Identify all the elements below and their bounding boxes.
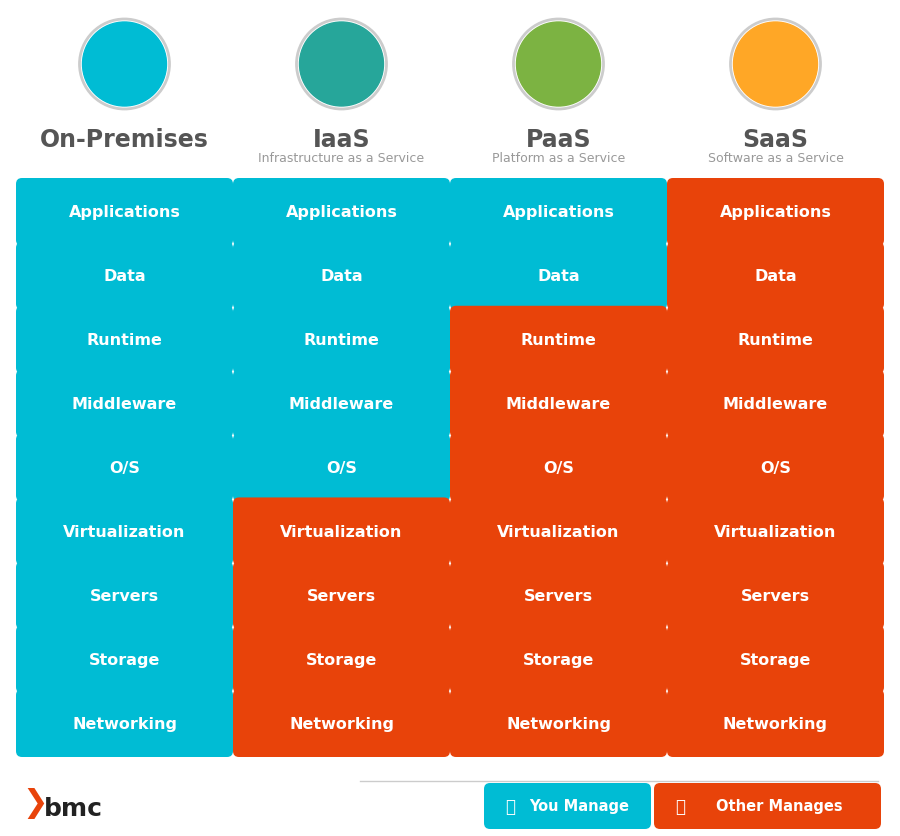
Text: On-Premises: On-Premises (40, 128, 209, 152)
FancyBboxPatch shape (16, 690, 233, 757)
Text: Virtualization: Virtualization (63, 524, 185, 539)
FancyBboxPatch shape (16, 434, 233, 502)
Text: Applications: Applications (68, 205, 180, 220)
FancyBboxPatch shape (667, 690, 884, 757)
Text: Applications: Applications (720, 205, 832, 220)
Text: Virtualization: Virtualization (498, 524, 620, 539)
Text: Storage: Storage (740, 652, 811, 667)
FancyBboxPatch shape (450, 625, 667, 693)
Text: Middleware: Middleware (72, 396, 177, 411)
Text: You Manage: You Manage (529, 798, 629, 813)
FancyBboxPatch shape (667, 434, 884, 502)
FancyBboxPatch shape (16, 498, 233, 566)
FancyBboxPatch shape (233, 242, 450, 310)
Text: IaaS: IaaS (312, 128, 370, 152)
Text: 👍: 👍 (505, 797, 515, 815)
Text: Servers: Servers (741, 588, 810, 603)
Text: Data: Data (537, 269, 580, 284)
FancyBboxPatch shape (233, 625, 450, 693)
Text: SaaS: SaaS (742, 128, 808, 152)
Text: O/S: O/S (109, 461, 140, 476)
Text: Servers: Servers (90, 588, 159, 603)
Circle shape (517, 23, 600, 107)
Circle shape (300, 23, 383, 107)
FancyBboxPatch shape (16, 307, 233, 375)
Text: Middleware: Middleware (289, 396, 394, 411)
Text: Data: Data (754, 269, 796, 284)
Text: Virtualization: Virtualization (715, 524, 837, 539)
FancyBboxPatch shape (450, 434, 667, 502)
Text: Networking: Networking (72, 716, 177, 731)
FancyBboxPatch shape (450, 562, 667, 630)
FancyBboxPatch shape (16, 179, 233, 247)
Circle shape (734, 23, 817, 107)
Text: Runtime: Runtime (303, 333, 380, 348)
FancyBboxPatch shape (16, 562, 233, 630)
FancyBboxPatch shape (233, 562, 450, 630)
Text: Runtime: Runtime (520, 333, 597, 348)
FancyBboxPatch shape (450, 690, 667, 757)
FancyBboxPatch shape (450, 242, 667, 310)
FancyBboxPatch shape (450, 179, 667, 247)
FancyBboxPatch shape (450, 370, 667, 438)
Text: Networking: Networking (289, 716, 394, 731)
Text: Virtualization: Virtualization (280, 524, 402, 539)
FancyBboxPatch shape (16, 625, 233, 693)
Text: Storage: Storage (523, 652, 594, 667)
FancyBboxPatch shape (667, 307, 884, 375)
FancyBboxPatch shape (667, 179, 884, 247)
FancyBboxPatch shape (16, 242, 233, 310)
FancyBboxPatch shape (233, 307, 450, 375)
FancyBboxPatch shape (16, 370, 233, 438)
FancyBboxPatch shape (667, 625, 884, 693)
Text: Software as a Service: Software as a Service (707, 151, 843, 165)
FancyBboxPatch shape (233, 690, 450, 757)
FancyBboxPatch shape (233, 434, 450, 502)
FancyBboxPatch shape (450, 498, 667, 566)
Text: Storage: Storage (89, 652, 160, 667)
Text: Middleware: Middleware (506, 396, 611, 411)
Text: Data: Data (104, 269, 146, 284)
Text: Infrastructure as a Service: Infrastructure as a Service (258, 151, 425, 165)
Text: Data: Data (320, 269, 363, 284)
Text: Runtime: Runtime (86, 333, 162, 348)
FancyBboxPatch shape (667, 242, 884, 310)
FancyBboxPatch shape (450, 307, 667, 375)
Text: 🔄: 🔄 (675, 797, 685, 815)
Text: Networking: Networking (723, 716, 828, 731)
FancyBboxPatch shape (484, 783, 651, 829)
Text: O/S: O/S (543, 461, 574, 476)
Text: Storage: Storage (306, 652, 377, 667)
Text: Servers: Servers (524, 588, 593, 603)
Text: O/S: O/S (326, 461, 357, 476)
Circle shape (83, 23, 166, 107)
FancyBboxPatch shape (233, 498, 450, 566)
Text: Runtime: Runtime (738, 333, 814, 348)
FancyBboxPatch shape (233, 179, 450, 247)
FancyBboxPatch shape (667, 370, 884, 438)
Text: Applications: Applications (502, 205, 615, 220)
Text: Networking: Networking (506, 716, 611, 731)
Text: PaaS: PaaS (526, 128, 591, 152)
Text: bmc: bmc (44, 796, 103, 820)
FancyBboxPatch shape (667, 498, 884, 566)
Text: Other Manages: Other Manages (716, 798, 842, 813)
Text: ❯: ❯ (22, 788, 48, 818)
Text: Middleware: Middleware (723, 396, 828, 411)
FancyBboxPatch shape (233, 370, 450, 438)
Text: Servers: Servers (307, 588, 376, 603)
Text: Applications: Applications (285, 205, 398, 220)
Text: O/S: O/S (760, 461, 791, 476)
FancyBboxPatch shape (654, 783, 881, 829)
FancyBboxPatch shape (667, 562, 884, 630)
Text: Platform as a Service: Platform as a Service (492, 151, 626, 165)
